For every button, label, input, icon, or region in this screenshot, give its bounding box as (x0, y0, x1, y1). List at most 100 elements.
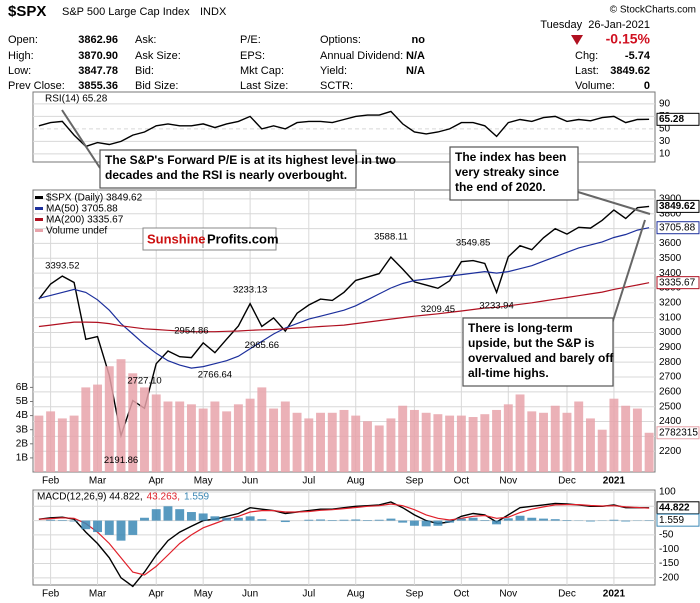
x-tick-label: Feb (42, 589, 60, 600)
change-pct: -0.15% (606, 31, 651, 47)
field-label: Last: (575, 65, 599, 77)
y-tick-label: 50 (659, 124, 671, 135)
field-value: 0 (644, 80, 650, 92)
bar (468, 517, 478, 521)
bar (304, 418, 314, 472)
field-value: 3847.78 (78, 65, 118, 77)
price-annotation: 3393.52 (45, 261, 79, 272)
bar (269, 408, 279, 472)
value-box (656, 513, 700, 527)
bar (621, 405, 631, 472)
legend-entry: MA(200) 3335.67 (46, 215, 124, 226)
callout-text: There is long-term (468, 321, 573, 335)
bar (116, 520, 126, 541)
value-box-label: 44.822 (659, 502, 690, 513)
bar (445, 415, 455, 472)
bar (104, 366, 114, 472)
legend-entry: 43.263, (147, 492, 180, 503)
bar (433, 520, 443, 526)
bar (46, 519, 56, 521)
y-tick-label: -150 (659, 558, 679, 569)
exchange: INDX (200, 6, 227, 18)
y-tick-label: 2700 (659, 372, 682, 383)
value-box-label: 1.559 (659, 515, 684, 526)
bar (386, 518, 396, 521)
bar (163, 506, 173, 521)
bar (632, 408, 642, 472)
field-label: Annual Dividend: (320, 50, 403, 62)
bar (34, 415, 44, 472)
field-value: N/A (406, 65, 425, 77)
bar (222, 517, 232, 521)
bar (69, 415, 79, 472)
bar (81, 387, 91, 472)
callout-box (99, 149, 357, 189)
y-tick-label: 2900 (659, 342, 682, 353)
field-value: 3849.62 (610, 65, 650, 77)
field-label: Bid: (135, 65, 154, 77)
bar (480, 414, 490, 472)
bar (609, 519, 619, 521)
y2-tick-label: 6B (16, 382, 29, 393)
legend-swatch (35, 229, 43, 232)
y-tick-label: 3600 (659, 238, 682, 249)
bar (233, 517, 243, 521)
callout-text: The index has been (455, 150, 566, 164)
y-tick-label: -200 (659, 572, 679, 583)
callout-text: The S&P's Forward P/E is at its highest … (105, 153, 396, 167)
bar (327, 412, 337, 472)
panel-title: RSI(14) 65.28 (45, 94, 108, 105)
y-tick-label: 3500 (659, 253, 682, 264)
bar (116, 359, 126, 472)
bar (46, 411, 56, 472)
bar (492, 409, 502, 472)
index-name: S&P 500 Large Cap Index (62, 6, 190, 18)
x-tick-label: Dec (558, 589, 576, 600)
x-tick-label: Jun (242, 589, 258, 600)
bar (351, 519, 361, 521)
bar (539, 518, 548, 521)
legend-entry: MACD(12,26,9) 44.822, (37, 492, 143, 503)
bar (421, 520, 431, 527)
callout-arrow (577, 191, 651, 215)
series-line (38, 227, 650, 369)
price-annotation: 2727.10 (127, 376, 161, 387)
bar (151, 509, 161, 521)
legend-swatch (35, 218, 43, 221)
callout-text: very streaky since (455, 165, 559, 179)
bar (374, 519, 384, 521)
y-tick-label: 2500 (659, 401, 682, 412)
y-tick-label: 10 (659, 149, 671, 160)
field-label: Chg: (575, 50, 598, 62)
x-tick-label: Mar (89, 476, 107, 487)
value-box (656, 221, 700, 235)
field-label: Yield: (320, 65, 347, 77)
callout-box (449, 146, 579, 201)
callouts: The S&P's Forward P/E is at its highest … (99, 146, 614, 387)
watermark-box (142, 227, 277, 251)
bar (480, 520, 490, 521)
x-tick-label: Apr (148, 476, 164, 487)
bar (198, 513, 208, 521)
bar (93, 520, 103, 533)
y-tick-label: 2200 (659, 446, 682, 457)
x-tick-label: Jun (242, 476, 258, 487)
y-tick-label: 3900 (659, 194, 682, 205)
watermark-text: Sunshine (147, 231, 206, 246)
callout-arrows (61, 109, 651, 331)
x-tick-label: Oct (454, 589, 470, 600)
y-tick-label: 2400 (659, 416, 682, 427)
field-value: 3855.36 (78, 80, 118, 92)
y-tick-label: 3100 (659, 312, 682, 323)
x-tick-label: May (194, 589, 213, 600)
y-tick-label: -50 (659, 530, 674, 541)
bar (245, 398, 255, 472)
bar (585, 520, 595, 522)
series-line (38, 503, 650, 576)
field-label: Volume: (575, 80, 615, 92)
bar (140, 517, 149, 521)
y-tick-label: 100 (659, 487, 676, 498)
watermark-text: Profits.com (207, 231, 279, 246)
bar (515, 394, 525, 472)
value-box (656, 199, 700, 213)
